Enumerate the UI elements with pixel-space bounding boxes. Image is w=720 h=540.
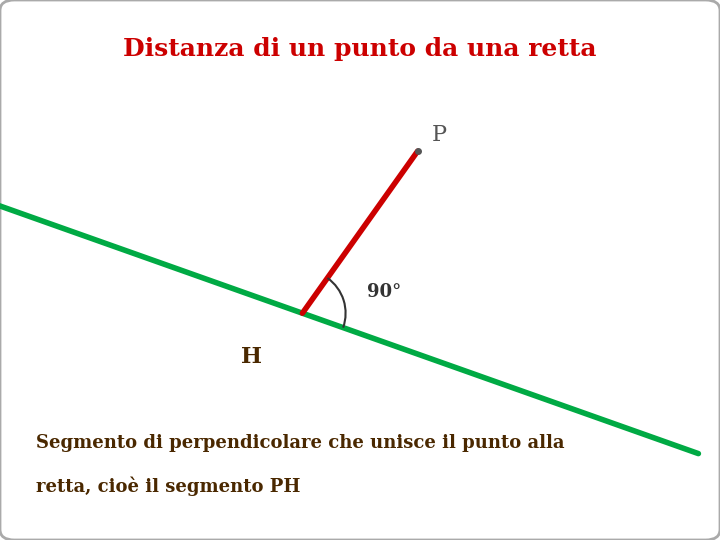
Text: 90°: 90° [367, 282, 402, 301]
Text: P: P [432, 124, 447, 146]
Text: Distanza di un punto da una retta: Distanza di un punto da una retta [123, 37, 597, 60]
Text: retta, cioè il segmento PH: retta, cioè il segmento PH [36, 476, 300, 496]
Text: H: H [241, 346, 263, 368]
Text: Segmento di perpendicolare che unisce il punto alla: Segmento di perpendicolare che unisce il… [36, 434, 564, 452]
